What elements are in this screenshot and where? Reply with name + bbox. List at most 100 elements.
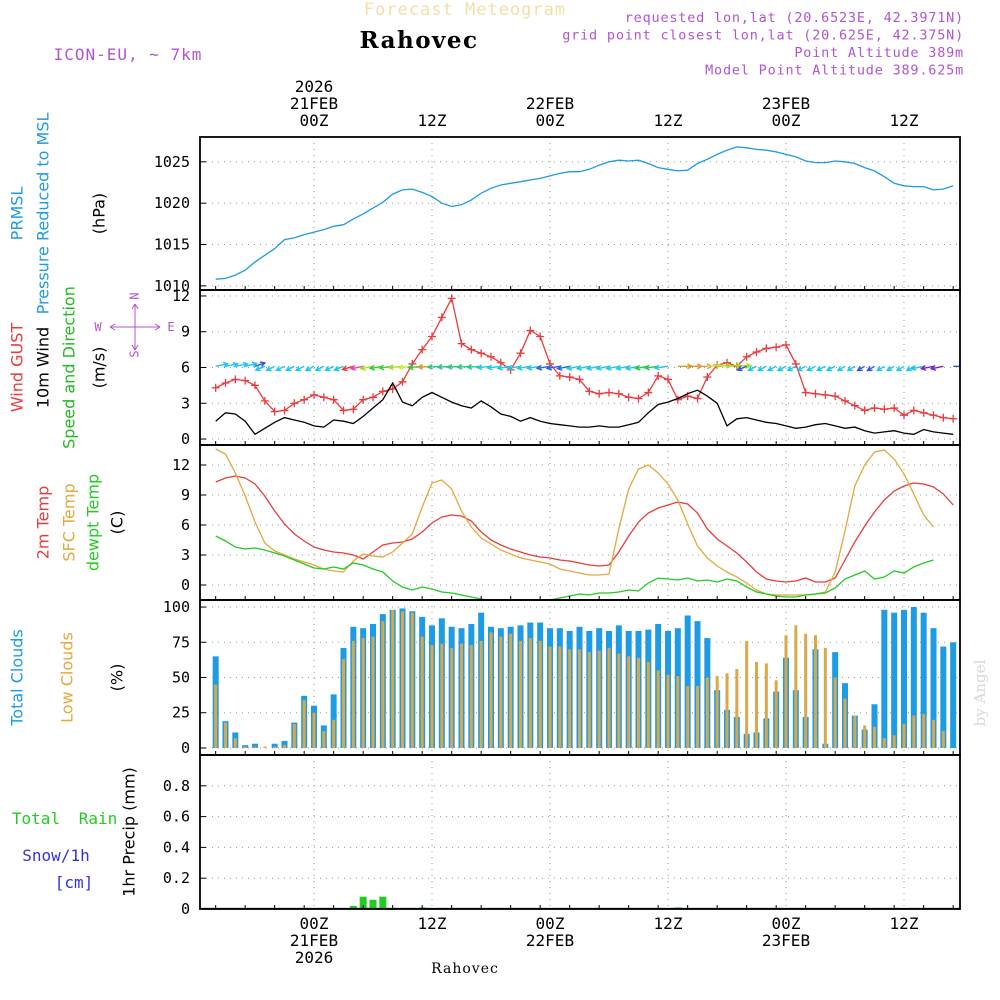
wind-arrow [265, 365, 275, 372]
wind-arrow [756, 365, 767, 372]
compass-west: W [94, 320, 102, 334]
bottom-time-label: 00Z [300, 914, 329, 933]
gust-marker [369, 393, 377, 402]
bar-low-cloud [804, 633, 808, 748]
wind-arrow [786, 365, 797, 372]
bottom-time-label: 2026 [295, 948, 334, 967]
top-time-label: 00Z [772, 111, 801, 130]
footer-station: Rahovec [431, 961, 499, 977]
bar-low-cloud [558, 646, 562, 748]
bar-low-cloud [469, 645, 473, 748]
bar-low-cloud [843, 698, 847, 748]
panel-plot-area [200, 755, 960, 909]
gust-marker [231, 375, 240, 384]
bar-low-cloud [243, 746, 247, 748]
wind-arrow [895, 365, 905, 372]
bar-low-cloud [656, 670, 660, 748]
gust-marker [270, 407, 279, 416]
app-title: Forecast Meteogram [364, 0, 566, 20]
gust-marker [221, 379, 230, 387]
y-tick-label: 0.6 [163, 808, 190, 826]
gust-marker [870, 404, 879, 413]
bottom-time-label: 22FEB [526, 931, 574, 950]
panel-4: 0 25 50 75 100 Total Clouds Low Clouds (%) [8, 598, 961, 757]
gust-marker [516, 349, 525, 358]
series-dewpt [215, 535, 934, 600]
bar-total-cloud [950, 642, 957, 748]
bar-low-cloud [666, 674, 670, 748]
bar-low-cloud [745, 640, 749, 748]
gust-marker [742, 352, 751, 361]
gust-marker [585, 387, 594, 396]
wind-arrow [919, 365, 934, 371]
wind-arrow [815, 365, 826, 372]
y-tick-label: 25 [172, 704, 190, 722]
bar-low-cloud [283, 745, 286, 748]
bar-low-cloud [509, 633, 513, 748]
panel-5: 0 0.2 0.4 0.6 0.8 1hr Precip (mm) Total Rain Sno… [12, 754, 961, 918]
y-tick-label: 1020 [154, 194, 190, 212]
info-grid: grid point closest lon,lat (20.625E, 42.… [562, 28, 964, 44]
gust-marker [487, 352, 495, 361]
gust-marker [919, 408, 928, 417]
wind-arrow [565, 365, 580, 371]
panel-axis-label: (m/s) [90, 347, 109, 389]
compass-north: N [128, 292, 142, 299]
panel-axis-label: 2m Temp [34, 486, 53, 560]
gust-marker [447, 294, 456, 303]
panel-axis-label: Speed and Direction [60, 286, 79, 449]
bar-low-cloud [823, 647, 827, 748]
legend-snow: Snow/1h [22, 846, 89, 865]
bar-low-cloud [607, 647, 611, 748]
panel-plot-area [200, 445, 960, 600]
bar-low-cloud [715, 676, 719, 748]
bar-low-cloud [725, 673, 729, 748]
gust-marker [310, 390, 318, 399]
legend-rain-label: Rain [79, 809, 118, 828]
wind-arrow [294, 365, 305, 372]
bar-low-cloud [932, 719, 935, 748]
y-tick-label: 1015 [154, 236, 190, 254]
gust-marker [909, 406, 918, 415]
wind-arrow [333, 365, 344, 372]
gust-marker [801, 388, 810, 397]
gust-marker [624, 393, 633, 402]
gust-marker [929, 411, 938, 420]
gust-marker [841, 396, 849, 405]
bottom-time-label: 12Z [654, 914, 683, 933]
y-tick-label: 12 [172, 287, 190, 305]
panel-axis-label: (%) [108, 664, 127, 692]
top-time-label: 00Z [536, 111, 565, 130]
bar-low-cloud [214, 684, 218, 748]
y-tick-label: 100 [163, 598, 190, 616]
y-tick-label: 0 [181, 576, 190, 594]
bar-low-cloud [833, 677, 837, 748]
panel-2: 0 3 6 9 12 Wind GUST 10m Wind Speed and Directi… [8, 286, 961, 449]
wind-arrow [225, 361, 240, 368]
gust-marker [614, 389, 623, 398]
bar-low-cloud [597, 650, 601, 748]
gust-marker [260, 396, 269, 405]
bar-low-cloud [430, 645, 434, 748]
gust-marker [575, 375, 584, 384]
panel-1: 1010 1015 1020 1025 PRMSL Pressure Reduced to… [8, 112, 961, 314]
wind-arrow [846, 365, 856, 372]
bar-low-cloud [764, 663, 768, 748]
bar-low-cloud [528, 638, 532, 748]
bar-low-cloud [420, 636, 424, 748]
bar-total-cloud [271, 743, 278, 748]
wind-arrow [653, 364, 669, 371]
y-tick-label: 1010 [154, 277, 190, 295]
bar-low-cloud [391, 609, 395, 748]
bar-low-cloud [637, 657, 640, 748]
gust-marker [211, 383, 220, 392]
panel-plot-area [200, 290, 960, 445]
bar-total-cloud [891, 612, 898, 748]
y-tick-label: 9 [181, 323, 190, 341]
top-time-label: 00Z [300, 111, 329, 130]
bar-total-cloud [920, 612, 927, 748]
gust-marker [398, 377, 407, 386]
bar-low-cloud [253, 746, 257, 748]
bar-low-cloud [617, 653, 621, 748]
